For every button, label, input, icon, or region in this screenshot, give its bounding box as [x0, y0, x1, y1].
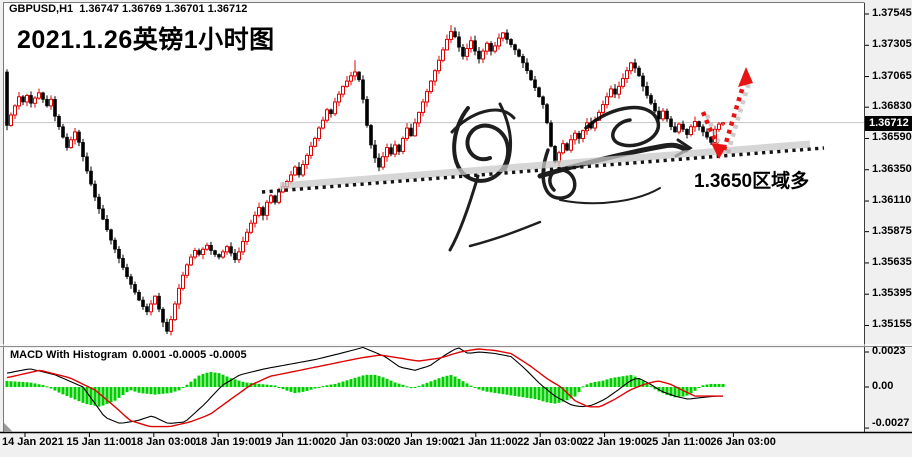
ohlc-values: 1.36747 1.36769 1.36701 1.36712 — [79, 3, 248, 15]
macd-axis-label: 0.00 — [872, 380, 894, 392]
macd-indicator-name: MACD With Histogram — [10, 349, 128, 361]
macd-indicator-values: 0.0001 -0.0005 -0.0005 — [132, 349, 247, 361]
arrow-down-icon — [700, 111, 720, 146]
arrow-up-icon — [721, 79, 748, 151]
resize-grip[interactable] — [4, 423, 13, 432]
time-axis-label: 22 Jan 19:00 — [581, 436, 648, 448]
candlesticks — [5, 25, 725, 336]
price-axis-label: 1.35395 — [872, 287, 912, 300]
time-axis-label: 22 Jan 03:00 — [517, 436, 583, 448]
time-axis-label: 25 Jan 11:00 — [646, 436, 711, 448]
price-axis-label: 1.36830 — [872, 100, 912, 113]
macd-axis-label: 0.0023 — [872, 345, 906, 357]
time-axis-label: 18 Jan 03:00 — [130, 436, 197, 448]
time-axis-label: 26 Jan 03:00 — [710, 436, 776, 448]
time-axis-label: 18 Jan 19:00 — [195, 436, 261, 448]
time-axis-label: 20 Jan 03:00 — [324, 436, 390, 448]
page-title: 2021.1.26英镑1小时图 — [17, 26, 275, 54]
time-axis-label: 20 Jan 19:00 — [388, 436, 454, 448]
price-axis-label: 1.37065 — [872, 69, 912, 82]
quote-line: GBPUSD,H1 1.36747 1.36769 1.36701 1.36712 — [9, 3, 253, 15]
price-axis-label: 1.37305 — [872, 38, 912, 51]
price-axis-label: 1.35875 — [872, 224, 912, 237]
price-axis-label: 1.36350 — [872, 162, 912, 175]
price-axis-label: 1.35155 — [872, 318, 912, 331]
time-axis-label: 15 Jan 11:00 — [66, 436, 132, 448]
macd-indicator-label: MACD With Histogram 0.0001 -0.0005 -0.000… — [10, 349, 252, 361]
macd-histogram — [5, 371, 725, 407]
macd-axis-label: -0.0027 — [872, 417, 910, 429]
support-trendline[interactable] — [261, 146, 825, 194]
price-axis-label: 1.36590 — [872, 131, 912, 144]
time-axis-label: 14 Jan 2021 — [2, 436, 64, 448]
current-price-tag: 1.36712 — [865, 116, 912, 131]
time-axis-label: 19 Jan 11:00 — [259, 436, 325, 448]
macd-line — [6, 346, 723, 424]
symbol-timeframe: GBPUSD,H1 — [9, 3, 74, 15]
arrow-shadows — [704, 82, 752, 154]
trade-annotation-label: 1.3650区域多 — [694, 171, 810, 192]
watermark-signature-icon — [448, 102, 693, 252]
price-axis-label: 1.37545 — [872, 7, 912, 19]
price-axis-label: 1.36110 — [872, 194, 912, 207]
time-axis-label: 21 Jan 11:00 — [452, 436, 518, 448]
trade-direction-arrows — [700, 67, 753, 159]
price-axis-label: 1.35635 — [872, 255, 912, 268]
macd-signal-line — [6, 348, 723, 428]
